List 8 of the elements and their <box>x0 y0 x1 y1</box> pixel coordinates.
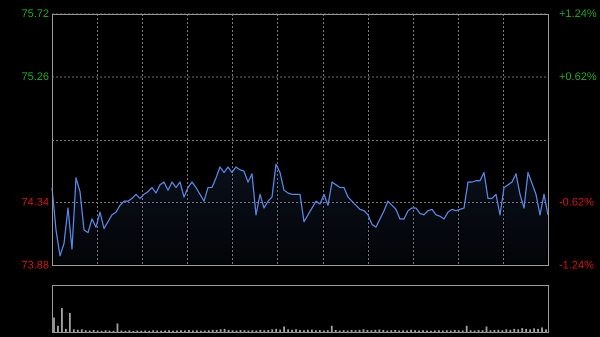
y2-tick-label: +0.62% <box>559 70 597 83</box>
y-tick-label: 73.88 <box>21 259 49 272</box>
y-tick-label: 75.72 <box>21 8 49 20</box>
y2-tick-label: -0.62% <box>559 196 594 209</box>
y2-tick-label: +1.24% <box>559 8 597 20</box>
y-tick-label: 74.34 <box>21 196 49 209</box>
y-tick-label: 75.26 <box>21 70 49 83</box>
y2-tick-label: -1.24% <box>559 259 594 272</box>
